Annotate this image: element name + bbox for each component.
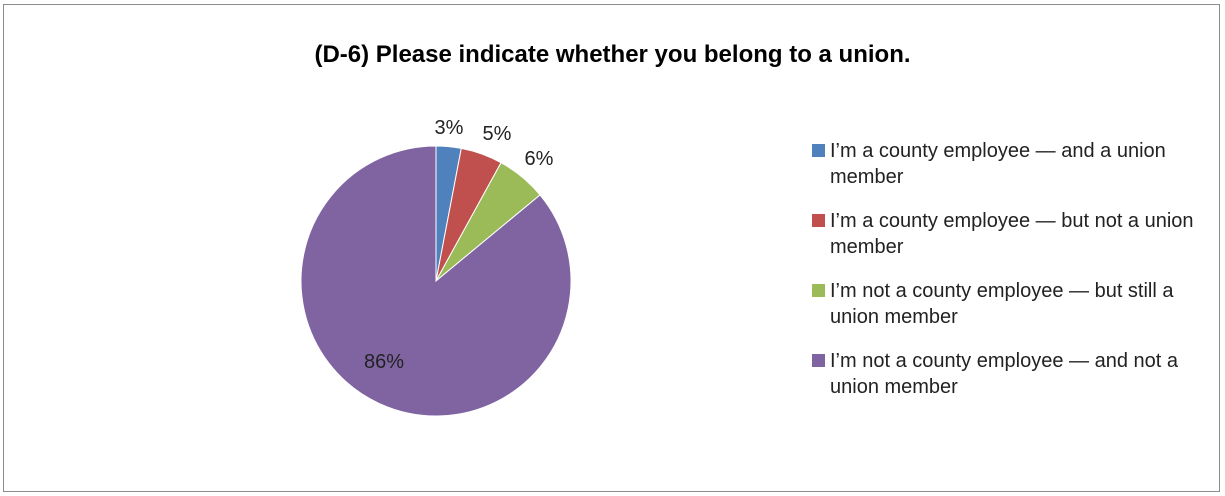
legend-label: I’m not a county employee — and not a un…: [830, 350, 1178, 398]
legend-swatch: [812, 214, 825, 227]
legend-item-2: I’m a county employee — but not a union …: [812, 208, 1210, 260]
legend-label: I’m a county employee — and a union memb…: [830, 140, 1166, 188]
legend-swatch: [812, 354, 825, 367]
chart-frame: [3, 4, 1220, 492]
data-label-3: 6%: [525, 148, 554, 170]
legend-label: I’m not a county employee — but still a …: [830, 280, 1174, 328]
chart-title: (D-6) Please indicate whether you belong…: [314, 41, 911, 68]
legend-swatch: [812, 284, 825, 297]
legend-item-4: I’m not a county employee — and not a un…: [812, 348, 1210, 400]
legend-swatch: [812, 144, 825, 157]
legend-item-1: I’m a county employee — and a union memb…: [812, 138, 1210, 190]
chart-legend: I’m a county employee — and a union memb…: [812, 138, 1212, 418]
legend-item-3: I’m not a county employee — but still a …: [812, 278, 1210, 330]
pie-slice-4: [300, 145, 572, 417]
legend-label: I’m a county employee — but not a union …: [830, 210, 1194, 258]
data-label-1: 3%: [435, 117, 464, 139]
data-label-2: 5%: [483, 123, 512, 145]
data-label-4: 86%: [364, 351, 404, 373]
